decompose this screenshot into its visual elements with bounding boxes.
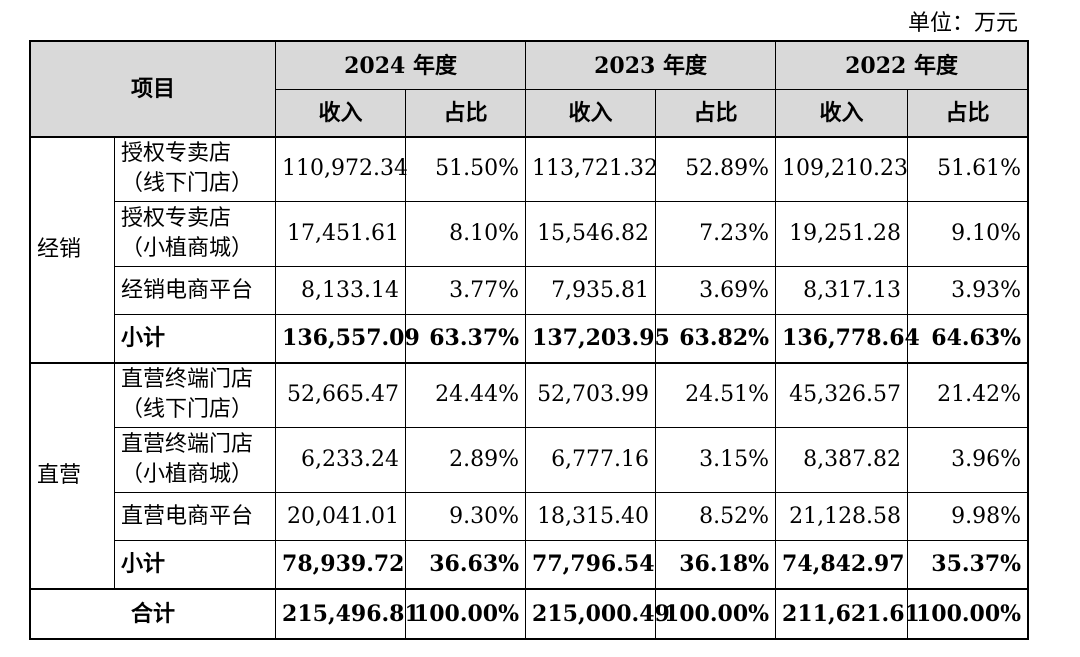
subtotal-label: 小计 [113,540,277,589]
item-subname: （线下门店） [121,397,254,423]
header-year-2022: 2022 年度 [775,41,1029,90]
item-name: 授权专卖店 [121,206,232,231]
value-cell: 64.63% [907,314,1029,363]
item-cell: 直营终端门店 （线下门店） [113,361,277,428]
header-item: 项目 [29,41,277,137]
item-cell: 直营电商平台 [113,492,277,541]
value-cell: 7.23% [655,201,777,267]
value-cell: 3.96% [907,427,1029,493]
value-cell: 74,842.97 [775,540,909,589]
table-row: 经销 授权专卖店 （线下门店） 110,972.34 51.50% 113,721… [30,135,1029,363]
value-cell: 6,777.16 [525,427,657,493]
value-cell: 51.50% [405,135,527,202]
header-ratio: 占比 [405,89,527,137]
subtotal-row: 小计 136,557.09 63.37% 137,203.95 63.82% 1… [31,314,1029,363]
value-cell: 215,496.81 [275,587,420,639]
value-cell: 215,000.49 [525,587,670,639]
header-row-metrics: 收入 占比 收入 占比 收入 占比 [31,89,1029,137]
value-cell: 15,546.82 [525,201,657,267]
value-cell: 113,721.32 [525,135,658,202]
value-cell: 3.15% [655,427,777,493]
value-cell: 63.37% [405,314,527,363]
value-cell: 110,972.34 [275,135,408,202]
total-row: 合计 215,496.81 100.00% 215,000.49 100.00%… [29,587,1029,639]
total-label: 合计 [29,587,277,639]
value-cell: 18,315.40 [525,492,657,541]
value-cell: 8,387.82 [775,427,909,493]
value-cell: 6,233.24 [275,427,407,493]
item-name: 授权专卖店 [121,141,232,167]
header-ratio: 占比 [907,89,1029,137]
value-cell: 8,317.13 [775,266,909,315]
table-row: 授权专卖店 （小植商城） 17,451.61 8.10% 15,546.82 7.… [31,201,1029,267]
value-cell: 137,203.95 [525,314,670,363]
value-cell: 100.00% [405,587,527,639]
item-name: 直营终端门店 [121,367,254,393]
unit-label: 单位：万元 [907,11,1018,36]
header-year-2024: 2024 年度 [275,41,527,90]
value-cell: 211,621.61 [775,587,920,639]
value-cell: 19,251.28 [775,201,909,267]
item-subname: （小植商城） [121,236,254,261]
item-cell: 经销电商平台 [113,266,277,315]
header-row-years: 项目 2024 年度 2023 年度 2022 年度 [29,41,1029,137]
value-cell: 24.44% [405,361,527,428]
value-cell: 35.37% [907,540,1029,589]
value-cell: 24.51% [655,361,777,428]
category-cell: 直营 [30,361,115,589]
value-cell: 3.69% [655,266,777,315]
value-cell: 2.89% [405,427,527,493]
value-cell: 63.82% [655,314,777,363]
value-cell: 52,703.99 [525,361,657,428]
value-cell: 9.30% [405,492,527,541]
value-cell: 9.10% [907,201,1029,267]
table-row: 直营终端门店 （小植商城） 6,233.24 2.89% 6,777.16 3.1… [31,427,1029,493]
value-cell: 8,133.14 [275,266,407,315]
value-cell: 109,210.23 [775,135,909,202]
item-subname: （小植商城） [121,462,254,487]
value-cell: 52.89% [655,135,777,202]
value-cell: 77,796.54 [525,540,657,589]
item-name: 直营终端门店 [121,432,254,457]
value-cell: 100.00% [655,587,777,639]
header-revenue: 收入 [525,89,657,137]
item-cell: 直营终端门店 （小植商城） [113,427,277,493]
revenue-table: 项目 2024 年度 2023 年度 2022 年度 收入 占比 收入 占比 收… [28,40,1030,640]
value-cell: 8.52% [655,492,777,541]
value-cell: 78,939.72 [275,540,407,589]
item-subname: （线下门店） [121,171,254,197]
item-cell: 授权专卖店 （小植商城） [113,201,277,267]
value-cell: 21,128.58 [775,492,909,541]
value-cell: 45,326.57 [775,361,909,428]
value-cell: 100.00% [907,587,1029,639]
value-cell: 136,778.64 [775,314,920,363]
header-ratio: 占比 [655,89,777,137]
value-cell: 51.61% [907,135,1029,202]
header-year-2023: 2023 年度 [525,41,777,90]
value-cell: 8.10% [405,201,527,267]
table-row: 直营 直营终端门店 （线下门店） 52,665.47 24.44% 52,703.… [30,361,1029,589]
value-cell: 136,557.09 [275,314,420,363]
value-cell: 9.98% [907,492,1029,541]
value-cell: 3.77% [405,266,527,315]
subtotal-row: 小计 78,939.72 36.63% 77,796.54 36.18% 74,… [31,540,1029,589]
table-row: 直营电商平台 20,041.01 9.30% 18,315.40 8.52% 2… [31,492,1029,541]
header-revenue: 收入 [775,89,909,137]
value-cell: 20,041.01 [275,492,407,541]
item-cell: 授权专卖店 （线下门店） [113,135,277,202]
table-row: 经销电商平台 8,133.14 3.77% 7,935.81 3.69% 8,3… [31,266,1029,315]
value-cell: 3.93% [907,266,1029,315]
value-cell: 17,451.61 [275,201,407,267]
subtotal-label: 小计 [113,314,277,363]
value-cell: 36.63% [405,540,527,589]
value-cell: 36.18% [655,540,777,589]
value-cell: 7,935.81 [525,266,657,315]
value-cell: 52,665.47 [275,361,407,428]
category-cell: 经销 [30,135,115,363]
value-cell: 21.42% [907,361,1029,428]
header-revenue: 收入 [275,89,407,137]
